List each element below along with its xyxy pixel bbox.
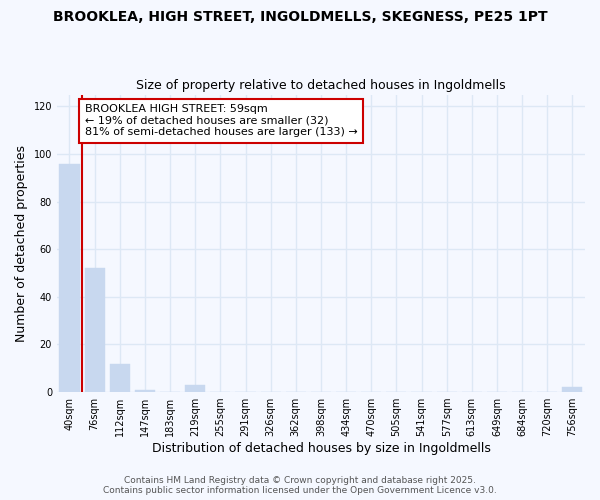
Bar <box>85 268 104 392</box>
Bar <box>110 364 130 392</box>
Text: BROOKLEA HIGH STREET: 59sqm
← 19% of detached houses are smaller (32)
81% of sem: BROOKLEA HIGH STREET: 59sqm ← 19% of det… <box>85 104 358 138</box>
Text: Contains HM Land Registry data © Crown copyright and database right 2025.
Contai: Contains HM Land Registry data © Crown c… <box>103 476 497 495</box>
Bar <box>135 390 155 392</box>
Title: Size of property relative to detached houses in Ingoldmells: Size of property relative to detached ho… <box>136 79 506 92</box>
Text: BROOKLEA, HIGH STREET, INGOLDMELLS, SKEGNESS, PE25 1PT: BROOKLEA, HIGH STREET, INGOLDMELLS, SKEG… <box>53 10 547 24</box>
Bar <box>59 164 80 392</box>
Bar <box>562 388 583 392</box>
Y-axis label: Number of detached properties: Number of detached properties <box>15 145 28 342</box>
Bar <box>185 385 205 392</box>
X-axis label: Distribution of detached houses by size in Ingoldmells: Distribution of detached houses by size … <box>152 442 490 455</box>
